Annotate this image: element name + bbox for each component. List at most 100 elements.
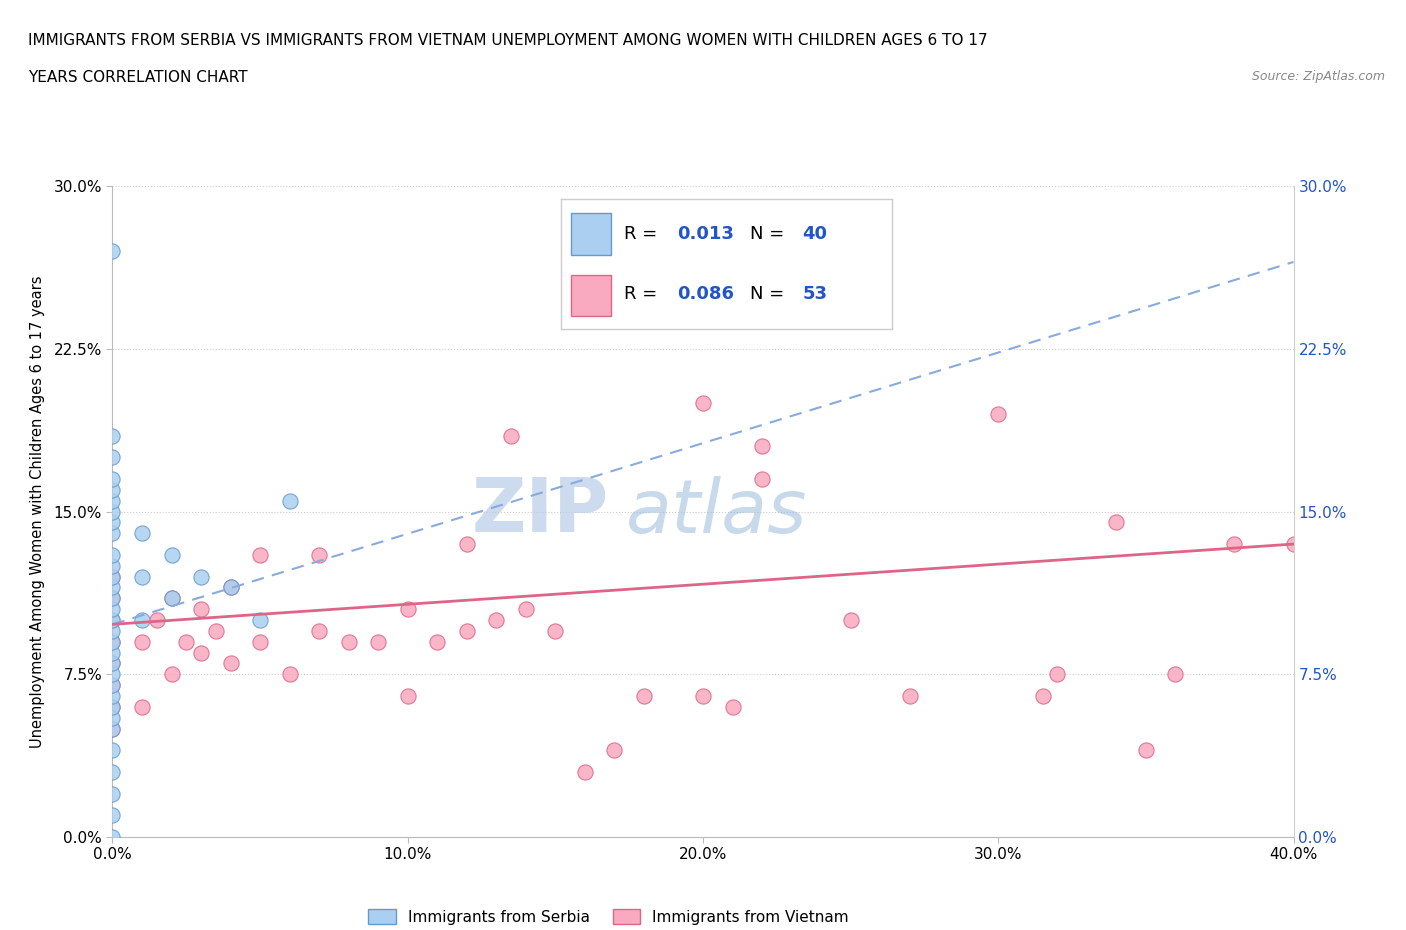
Point (101, 764, 124, 779)
Point (101, 591, 124, 605)
Point (101, 472, 124, 486)
Point (101, 613, 124, 628)
Point (101, 483, 124, 498)
Text: ZIP: ZIP (471, 475, 609, 548)
Point (131, 634, 153, 649)
Point (101, 721, 124, 736)
Point (1135, 743, 1157, 758)
Point (839, 613, 862, 628)
Point (396, 688, 419, 703)
Point (101, 786, 124, 801)
Point (205, 623, 228, 638)
Point (633, 688, 655, 703)
Point (101, 830, 124, 844)
Point (101, 244, 124, 259)
Point (308, 548, 330, 563)
Point (101, 569, 124, 584)
Point (367, 634, 389, 649)
Point (101, 428, 124, 443)
Point (1223, 537, 1246, 551)
Point (101, 580, 124, 595)
Point (101, 645, 124, 660)
Point (101, 569, 124, 584)
Point (1105, 515, 1128, 530)
Point (101, 493, 124, 508)
Point (131, 525, 153, 540)
Point (146, 613, 169, 628)
Point (131, 613, 153, 628)
Point (101, 504, 124, 519)
Point (101, 699, 124, 714)
Point (1282, 537, 1305, 551)
Text: YEARS CORRELATION CHART: YEARS CORRELATION CHART (28, 70, 247, 85)
Point (101, 678, 124, 693)
Point (160, 591, 183, 605)
Point (101, 743, 124, 758)
Point (101, 558, 124, 573)
Point (101, 711, 124, 725)
Point (160, 667, 183, 682)
Point (501, 428, 523, 443)
Point (101, 667, 124, 682)
Point (721, 699, 744, 714)
Point (190, 569, 212, 584)
Text: Source: ZipAtlas.com: Source: ZipAtlas.com (1251, 70, 1385, 83)
Point (101, 450, 124, 465)
Y-axis label: Unemployment Among Women with Children Ages 6 to 17 years: Unemployment Among Women with Children A… (31, 275, 45, 748)
Point (101, 525, 124, 540)
Legend: Immigrants from Serbia, Immigrants from Vietnam: Immigrants from Serbia, Immigrants from … (361, 903, 855, 930)
Point (1032, 688, 1054, 703)
Point (101, 678, 124, 693)
Point (544, 623, 567, 638)
Point (515, 602, 537, 617)
Point (1164, 667, 1187, 682)
Point (101, 548, 124, 563)
Point (337, 634, 360, 649)
Point (101, 656, 124, 671)
Point (603, 743, 626, 758)
Point (101, 623, 124, 638)
Point (101, 613, 124, 628)
Point (101, 699, 124, 714)
Point (101, 515, 124, 530)
Point (249, 613, 271, 628)
Point (101, 602, 124, 617)
Point (396, 602, 419, 617)
Point (692, 395, 714, 410)
Point (574, 764, 596, 779)
Point (174, 634, 197, 649)
Point (987, 406, 1010, 421)
Point (101, 721, 124, 736)
Point (898, 688, 921, 703)
Point (101, 634, 124, 649)
Point (249, 634, 271, 649)
Point (131, 699, 153, 714)
Point (190, 602, 212, 617)
Point (485, 613, 508, 628)
Point (751, 472, 773, 486)
Point (101, 808, 124, 823)
Point (456, 623, 478, 638)
Point (278, 667, 301, 682)
Point (101, 688, 124, 703)
Point (160, 591, 183, 605)
Point (101, 634, 124, 649)
Point (456, 537, 478, 551)
Point (751, 439, 773, 454)
Point (160, 548, 183, 563)
Point (249, 548, 271, 563)
Point (426, 634, 449, 649)
Point (219, 580, 242, 595)
Point (101, 591, 124, 605)
Text: atlas: atlas (626, 475, 807, 548)
Point (278, 493, 301, 508)
Point (308, 623, 330, 638)
Point (692, 688, 714, 703)
Point (131, 569, 153, 584)
Point (219, 656, 242, 671)
Point (190, 645, 212, 660)
Point (1046, 667, 1069, 682)
Point (101, 656, 124, 671)
Point (219, 580, 242, 595)
Text: IMMIGRANTS FROM SERBIA VS IMMIGRANTS FROM VIETNAM UNEMPLOYMENT AMONG WOMEN WITH : IMMIGRANTS FROM SERBIA VS IMMIGRANTS FRO… (28, 33, 988, 47)
